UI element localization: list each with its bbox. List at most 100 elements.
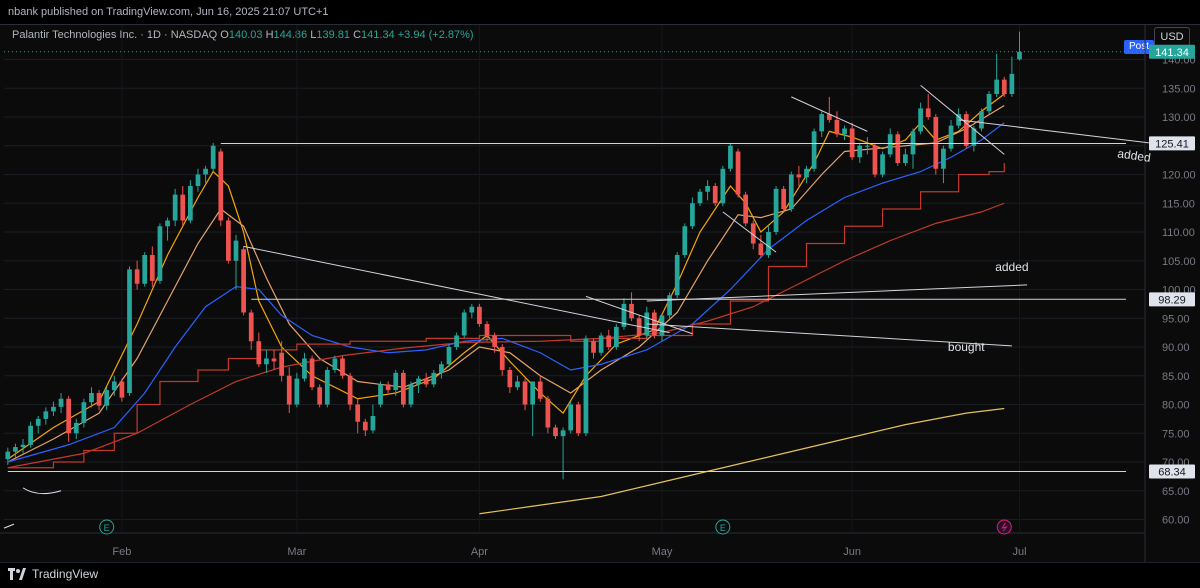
candle-body: [416, 378, 421, 385]
candle-body: [165, 220, 170, 227]
candle-body: [446, 347, 452, 365]
series-line-ema_mid: [7, 104, 1005, 463]
candle-body: [591, 341, 596, 353]
candle-body: [575, 404, 581, 434]
candle-body: [842, 128, 847, 135]
candle-body: [903, 154, 908, 163]
candle-body: [362, 421, 368, 431]
candle-body: [933, 117, 939, 169]
candle-body: [568, 404, 574, 431]
candle-body: [796, 174, 802, 178]
candle-body: [667, 295, 672, 316]
earnings-icon-glyph: E: [720, 523, 726, 533]
candle-body: [454, 335, 459, 347]
level-price-label: 98.29: [1158, 294, 1186, 306]
candle-body: [210, 145, 216, 169]
trendline: [585, 295, 693, 335]
candle-body: [188, 186, 193, 221]
candle-body: [119, 381, 125, 398]
candle-body: [1001, 79, 1007, 94]
x-tick-label: Jul: [1012, 546, 1026, 558]
candle-body: [621, 303, 627, 327]
candle-body: [96, 393, 102, 406]
candle-body: [28, 425, 33, 445]
last-price-tag: [1149, 44, 1195, 59]
candle-body: [986, 94, 992, 112]
trendline: [646, 284, 1028, 302]
candle-body: [264, 358, 269, 365]
candle-body: [332, 358, 338, 370]
y-tick-label: 75.00: [1162, 428, 1190, 440]
candle-body: [439, 364, 444, 373]
level-price-tag: [1149, 136, 1195, 151]
candle-body: [743, 194, 749, 224]
candle-body: [728, 145, 733, 169]
price-chart[interactable]: 60.0065.0070.0075.0080.0085.0090.0095.00…: [0, 25, 1200, 563]
candle-body: [492, 335, 497, 347]
candle-body: [195, 174, 201, 186]
candle-body: [469, 306, 475, 313]
series-line-ema_fast: [7, 93, 1005, 460]
x-tick-label: Apr: [471, 546, 488, 558]
candle-body: [35, 418, 41, 426]
y-tick-label: 105.00: [1162, 256, 1196, 268]
candle-body: [994, 79, 1000, 94]
candle-body: [674, 255, 680, 296]
candle-body: [530, 381, 536, 405]
y-tick-label: 135.00: [1162, 83, 1196, 95]
candle-body: [910, 131, 916, 155]
candle-body: [613, 326, 619, 347]
symbol-name[interactable]: Palantir Technologies Inc. · 1D · NASDAQ: [12, 29, 218, 41]
candle-body: [302, 358, 307, 379]
candle-body: [781, 188, 787, 209]
candle-body: [788, 174, 794, 209]
candle-body: [918, 108, 923, 132]
candle-body: [73, 422, 79, 434]
chart-annotation: added: [1117, 146, 1152, 165]
chart-annotation: added: [995, 260, 1028, 274]
footer-bar: TradingView: [0, 562, 1200, 588]
candle-body: [864, 145, 870, 147]
open-label: O: [220, 29, 229, 41]
candle-body: [553, 427, 558, 437]
candle-body: [378, 384, 383, 405]
trendline: [722, 211, 777, 253]
level-price-tag: [1149, 292, 1195, 307]
candle-body: [499, 347, 505, 370]
candle-body: [241, 249, 246, 313]
level-price-label: 125.41: [1155, 138, 1189, 150]
tradingview-brand[interactable]: TradingView: [8, 567, 98, 581]
candle-body: [971, 128, 977, 146]
candle-body: [697, 191, 703, 204]
chart-area[interactable]: Palantir Technologies Inc. · 1D · NASDAQ…: [0, 24, 1200, 563]
series-line-sma_blue: [7, 122, 1005, 463]
tradingview-logo-icon: [8, 568, 26, 580]
post-market-badge: Post: [1124, 40, 1155, 54]
candle-body: [385, 384, 391, 391]
candle-body: [157, 226, 163, 281]
close-value: 141.34: [361, 29, 395, 41]
candle-body: [370, 416, 376, 431]
published-header: nbank published on TradingView.com, Jun …: [0, 0, 1200, 24]
candle-body: [226, 220, 231, 261]
y-tick-label: 120.00: [1162, 170, 1196, 182]
candle-body: [149, 255, 155, 281]
trendline: [646, 323, 1012, 347]
candle-body: [180, 194, 186, 221]
candle-body: [773, 188, 779, 232]
x-tick-label: May: [652, 546, 673, 558]
low-label: L: [310, 29, 317, 41]
candle-body: [400, 372, 406, 405]
candle-body: [849, 128, 855, 158]
close-label: C: [353, 29, 362, 41]
last-price-label: 141.34: [1155, 47, 1189, 59]
candle-body: [690, 203, 695, 227]
candle-body: [104, 390, 110, 406]
candle-body: [507, 370, 513, 388]
candle-body: [279, 352, 285, 376]
candle-body: [89, 393, 94, 403]
trendline: [791, 96, 868, 132]
candle-body: [111, 381, 117, 391]
x-tick-label: Jun: [843, 546, 861, 558]
candle-body: [461, 312, 467, 336]
